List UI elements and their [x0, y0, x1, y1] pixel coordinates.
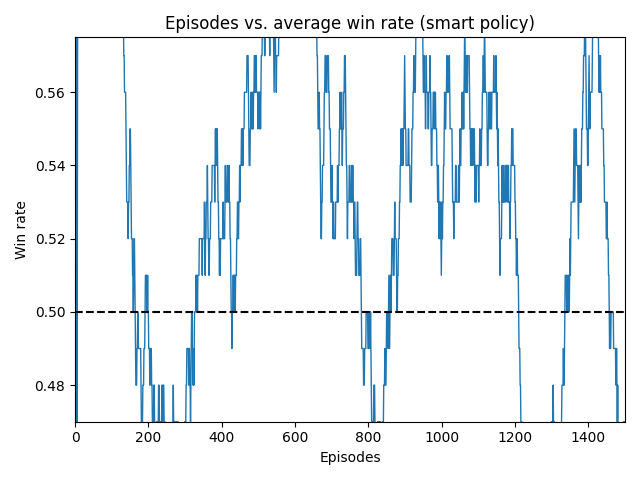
Y-axis label: Win rate: Win rate: [15, 200, 29, 259]
Title: Episodes vs. average win rate (smart policy): Episodes vs. average win rate (smart pol…: [165, 15, 535, 33]
X-axis label: Episodes: Episodes: [319, 451, 381, 465]
